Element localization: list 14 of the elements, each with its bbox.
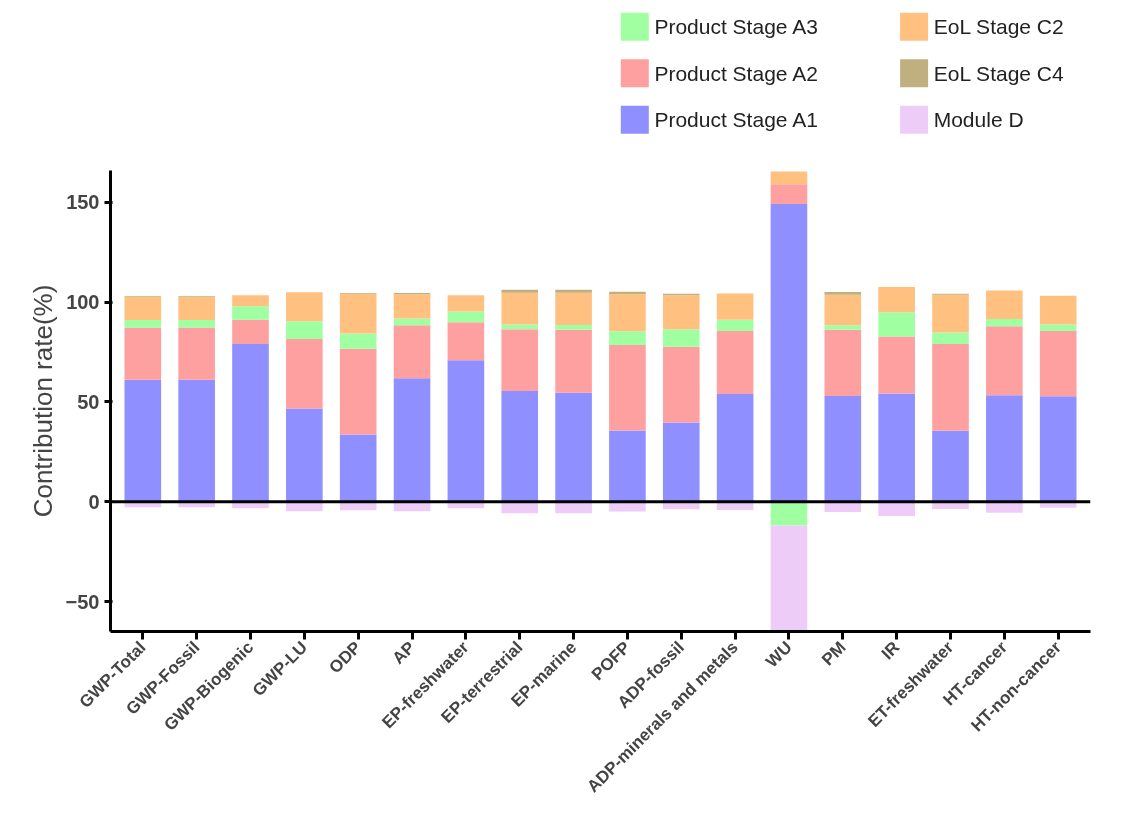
x-tick-label: PM bbox=[818, 637, 850, 670]
y-tick-label: 100 bbox=[66, 291, 100, 314]
y-tick-label: 150 bbox=[66, 191, 100, 214]
y-axis-title: Contribution rate(%) bbox=[27, 284, 58, 518]
legend-label: Product Stage A1 bbox=[654, 108, 818, 132]
y-tick-label: 50 bbox=[77, 391, 100, 413]
legend-label: Product Stage A2 bbox=[654, 61, 818, 85]
legend-label: EoL Stage C2 bbox=[933, 15, 1064, 39]
legend-label: Module D bbox=[933, 108, 1024, 132]
y-tick-label: 0 bbox=[88, 490, 100, 513]
y-tick-label: −50 bbox=[65, 590, 100, 613]
legend-label: Product Stage A3 bbox=[654, 15, 818, 39]
x-tick-label: WU bbox=[762, 637, 796, 672]
legend-label: EoL Stage C4 bbox=[933, 61, 1064, 85]
